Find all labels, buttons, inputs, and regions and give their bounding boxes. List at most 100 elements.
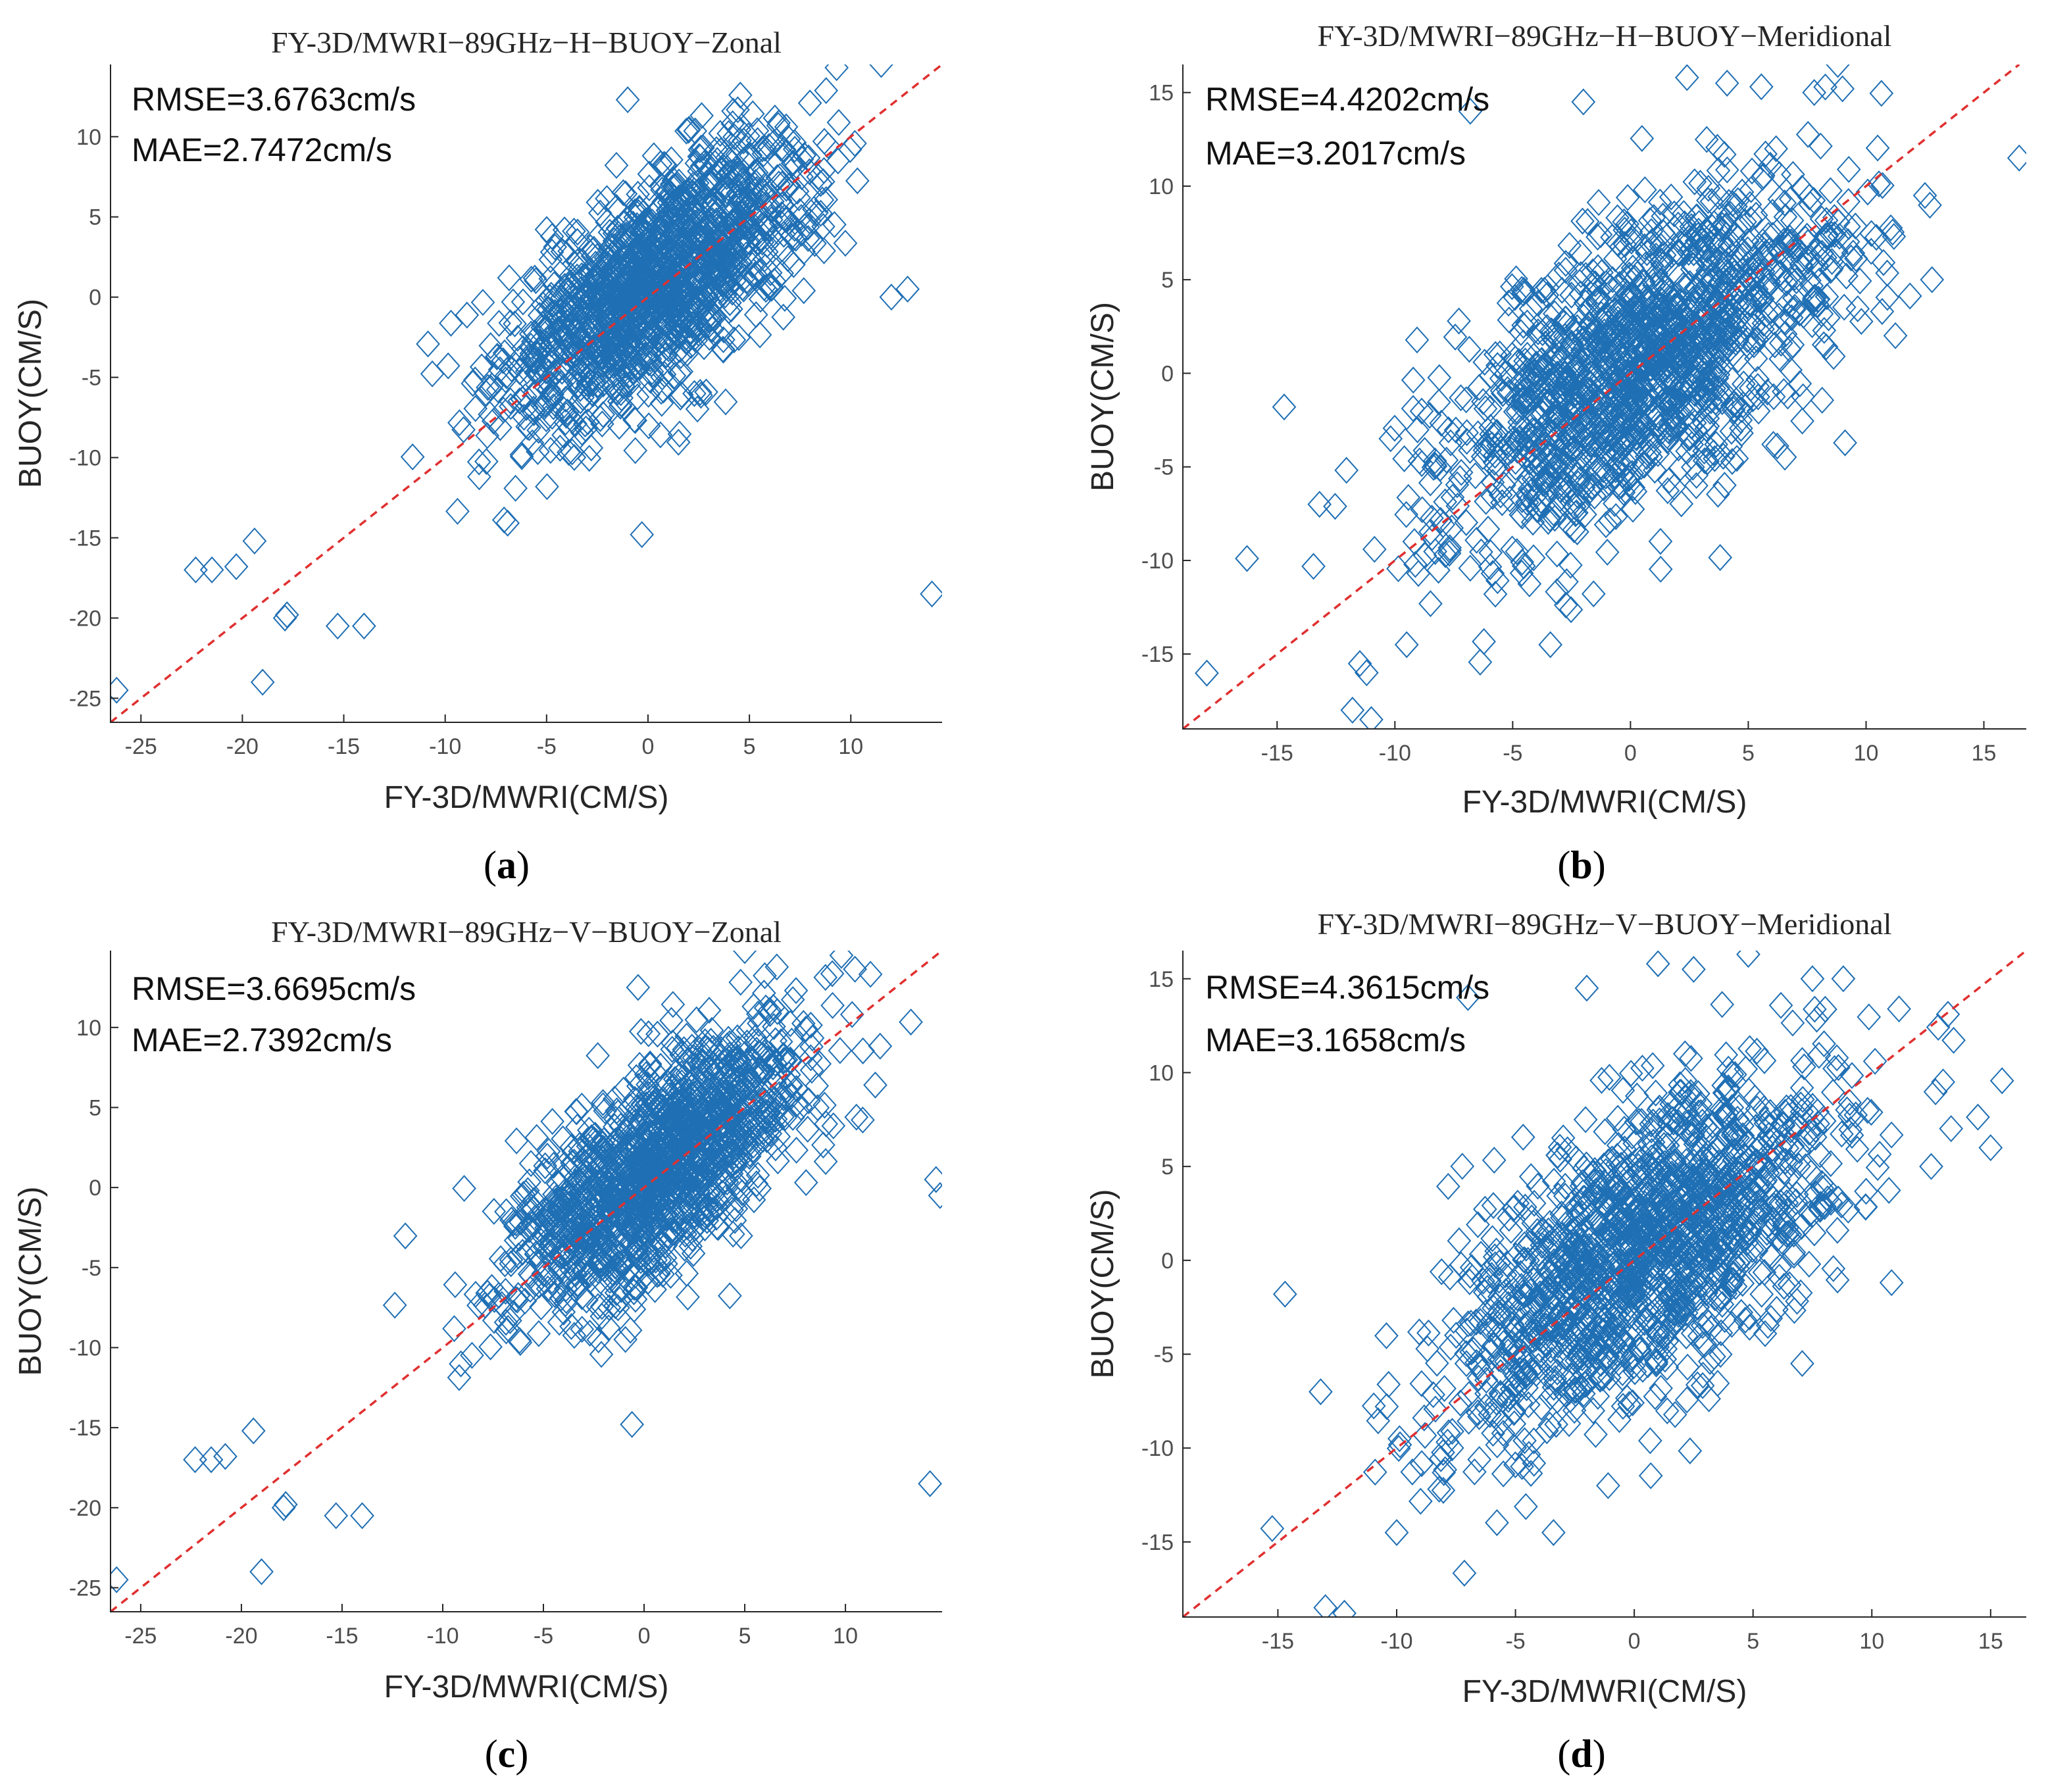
data-point	[1323, 493, 1347, 520]
data-point	[1830, 75, 1855, 103]
data-point	[1541, 1374, 1566, 1401]
data-point	[1472, 349, 1497, 376]
data-point	[1668, 363, 1692, 391]
data-point	[536, 1275, 561, 1303]
data-point	[1841, 239, 1866, 267]
data-point	[1585, 329, 1610, 357]
data-point	[562, 1149, 587, 1176]
data-point	[1699, 359, 1724, 387]
data-point	[199, 556, 224, 584]
data-point	[1624, 293, 1649, 320]
data-point	[586, 382, 611, 410]
data-point	[1641, 204, 1666, 232]
data-point	[725, 1044, 749, 1072]
data-point	[507, 1224, 532, 1252]
data-point	[1518, 413, 1543, 441]
data-point	[1798, 191, 1823, 218]
data-point	[1582, 482, 1607, 510]
chart-title: FY-3D/MWRI−89GHz−V−BUOY−Zonal	[271, 915, 782, 949]
data-point	[1610, 1359, 1635, 1387]
data-point	[768, 1028, 793, 1055]
data-point	[722, 158, 746, 186]
data-point	[1849, 308, 1874, 336]
data-point	[1517, 570, 1542, 598]
data-point	[1610, 312, 1634, 340]
data-point	[764, 953, 789, 981]
data-point	[1507, 414, 1532, 441]
data-point	[242, 527, 267, 555]
data-point	[565, 291, 590, 318]
data-point	[747, 321, 772, 349]
data-point	[611, 299, 636, 326]
data-point	[1406, 560, 1431, 587]
data-point	[1553, 249, 1578, 277]
data-point	[805, 1094, 830, 1122]
data-point	[687, 1036, 712, 1064]
data-point	[637, 1052, 662, 1080]
data-point	[1610, 372, 1635, 400]
data-point	[1412, 541, 1437, 569]
data-point	[1524, 495, 1549, 523]
data-point	[695, 239, 720, 266]
data-point	[661, 289, 686, 316]
scatter-series	[111, 64, 942, 704]
data-point	[1458, 555, 1483, 582]
y-tick-label: 5	[1161, 268, 1174, 293]
data-point	[1818, 177, 1843, 205]
data-point	[1718, 433, 1743, 460]
data-point	[1607, 365, 1632, 393]
x-tick-label: 15	[1972, 741, 1997, 766]
data-point	[579, 339, 604, 366]
data-point	[701, 1051, 726, 1078]
data-point	[704, 136, 729, 163]
x-tick-label: -20	[226, 734, 259, 759]
data-point	[2007, 144, 2026, 172]
data-point	[665, 291, 690, 318]
data-point	[574, 1168, 599, 1195]
data-point	[1741, 245, 1766, 272]
data-point	[678, 1157, 703, 1184]
data-point	[833, 230, 858, 257]
data-point	[1443, 323, 1468, 351]
data-point	[670, 1216, 695, 1244]
data-point	[553, 386, 578, 413]
data-point	[452, 1175, 476, 1203]
data-point	[718, 164, 743, 191]
data-point	[762, 1085, 787, 1113]
data-point	[1555, 365, 1580, 393]
data-point	[1780, 331, 1805, 359]
data-point	[918, 1470, 942, 1497]
data-point	[1698, 267, 1723, 295]
data-point	[653, 151, 678, 179]
data-point	[1822, 221, 1847, 249]
data-point	[562, 1322, 587, 1349]
data-point	[722, 1062, 747, 1089]
data-point	[765, 998, 789, 1026]
data-point	[1455, 428, 1479, 455]
data-point	[674, 1197, 698, 1225]
data-point	[589, 1293, 614, 1320]
data-point	[1561, 435, 1586, 462]
data-point	[1632, 304, 1657, 332]
data-point	[1773, 320, 1798, 348]
data-point	[609, 379, 634, 407]
data-point	[1422, 447, 1447, 475]
data-point	[1720, 1310, 1744, 1338]
data-point	[563, 410, 588, 437]
data-point	[1676, 351, 1701, 378]
data-point	[768, 187, 793, 214]
data-point	[478, 1333, 503, 1360]
data-point	[1866, 170, 1891, 198]
data-point	[711, 336, 736, 363]
data-point	[1649, 1374, 1673, 1402]
data-point	[1426, 557, 1451, 584]
data-point	[1428, 507, 1453, 534]
data-point	[1503, 453, 1528, 481]
data-point	[736, 1047, 760, 1075]
data-point	[1725, 293, 1750, 320]
data-point	[1511, 552, 1536, 580]
data-point	[1474, 1366, 1499, 1394]
data-point	[1483, 580, 1508, 608]
y-tick-label: -10	[69, 446, 101, 471]
data-point	[1749, 73, 1774, 101]
